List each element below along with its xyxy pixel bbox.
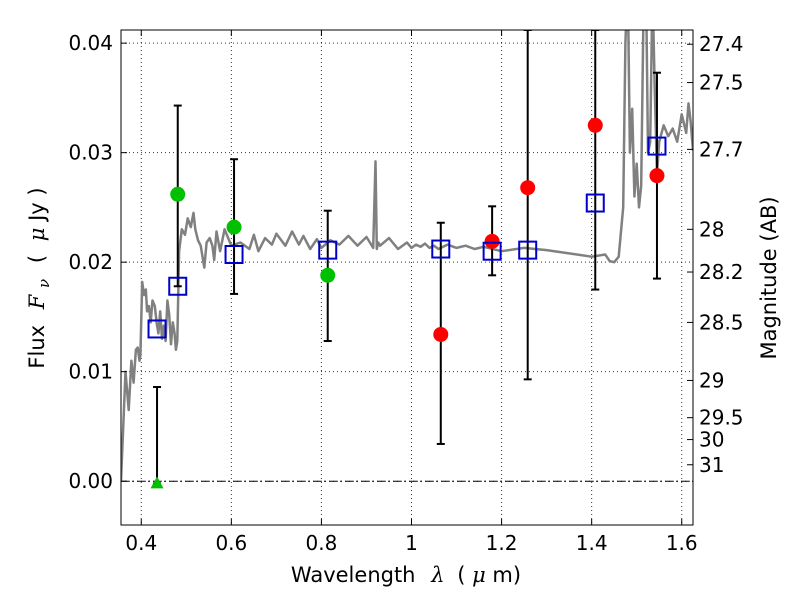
x-axis-unit-rest: m) <box>492 563 521 587</box>
spectrum-line <box>121 30 693 482</box>
y2-tick-label: 28 <box>699 217 724 241</box>
y2-tick-label: 28.5 <box>699 310 744 334</box>
data-point-circle <box>520 180 536 196</box>
data-point-circle <box>649 168 665 184</box>
y-axis-label: Flux <box>25 325 49 369</box>
data-point-square <box>482 241 502 261</box>
data-point-square <box>224 245 244 265</box>
y-axis-symbol: F <box>25 293 49 310</box>
data-point-circle <box>433 326 449 342</box>
x-tick-label: 0.8 <box>306 531 338 555</box>
y-tick-label: 0.02 <box>68 250 113 274</box>
data-point-square <box>147 319 167 339</box>
data-point-circle <box>587 117 603 133</box>
x-axis-title: Wavelength λ ( μ m) <box>291 563 521 587</box>
y2-axis-title: Magnitude (AB) <box>757 196 781 359</box>
data-point-circle <box>320 267 336 283</box>
x-tick-label: 1 <box>405 531 418 555</box>
data-point-square <box>318 240 338 260</box>
y2-tick-label: 30 <box>699 428 724 452</box>
data-point-circle <box>170 186 186 202</box>
data-marks <box>121 30 693 489</box>
data-point-square <box>647 136 667 156</box>
y-tick-label: 0.01 <box>68 360 113 384</box>
y-axis-unit-open: ( <box>25 255 49 263</box>
x-axis-symbol: λ <box>430 563 444 587</box>
plot-frame <box>120 29 694 526</box>
data-point-square <box>518 240 538 260</box>
y2-tick-label: 31 <box>699 453 724 477</box>
y-axis-title: Flux F ν ( μ Jy ) <box>25 187 54 368</box>
data-point-square <box>168 276 188 296</box>
y2-tick-label: 29.5 <box>699 406 744 430</box>
x-axis-unit-open: ( <box>457 563 465 587</box>
data-point-square <box>431 239 451 259</box>
data-point-circle <box>226 219 242 235</box>
x-tick-label: 1.2 <box>486 531 518 555</box>
x-tick-label: 0.6 <box>215 531 247 555</box>
y-axis-unit-rest: Jy ) <box>25 187 49 223</box>
x-tick-label: 1.6 <box>666 531 698 555</box>
y2-tick-label: 27.4 <box>699 32 744 56</box>
y2-tick-label: 29 <box>699 368 724 392</box>
x-tick-label: 1.4 <box>576 531 608 555</box>
y-tick-label: 0.04 <box>68 31 113 55</box>
y-tick-label: 0.00 <box>68 469 113 493</box>
x-axis-unit-mu: μ <box>472 563 486 587</box>
data-point-square <box>585 193 605 213</box>
plot-area <box>121 30 693 489</box>
y-axis-subscript: ν <box>35 279 53 288</box>
y2-tick-label: 28.2 <box>699 260 744 284</box>
data-point-circle <box>484 233 500 249</box>
x-tick-label: 0.4 <box>125 531 157 555</box>
y2-tick-label: 27.7 <box>699 137 744 161</box>
y-axis-unit-mu: μ <box>25 228 49 242</box>
upper-limit-triangle <box>150 476 164 489</box>
grid <box>121 30 693 525</box>
y-tick-label: 0.03 <box>68 141 113 165</box>
y2-tick-label: 27.5 <box>699 71 744 95</box>
x-axis-label: Wavelength <box>291 563 416 587</box>
axis-ticks: 0.4 0.6 0.8 1 1.2 1.4 1.6 0.00 0.01 0.02 0.03 0.04 2… <box>68 30 744 555</box>
